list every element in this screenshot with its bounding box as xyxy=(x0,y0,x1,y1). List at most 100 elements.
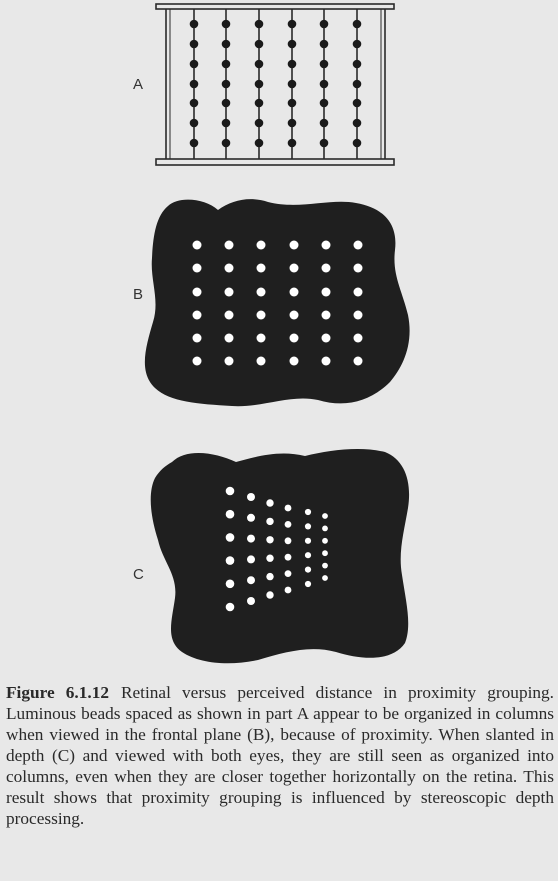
luminous-bead xyxy=(224,287,234,297)
luminous-bead xyxy=(256,310,266,320)
dark-bead xyxy=(189,39,199,49)
luminous-bead xyxy=(192,356,202,366)
luminous-bead xyxy=(225,533,235,542)
luminous-bead xyxy=(256,240,266,250)
luminous-bead xyxy=(322,575,328,581)
luminous-bead xyxy=(256,263,266,273)
panel-c-label: C xyxy=(133,566,144,583)
panel-a-label: A xyxy=(133,76,144,93)
luminous-bead xyxy=(247,513,255,522)
luminous-bead xyxy=(256,287,266,297)
luminous-bead xyxy=(289,263,299,273)
dark-bead xyxy=(254,39,264,49)
luminous-bead xyxy=(247,576,255,585)
dark-bead xyxy=(254,118,264,128)
luminous-bead xyxy=(321,240,331,250)
luminous-bead xyxy=(225,486,235,496)
dark-bead xyxy=(287,39,297,49)
dark-bead xyxy=(319,19,329,29)
luminous-bead xyxy=(322,550,328,557)
dark-bead xyxy=(319,39,329,49)
luminous-bead xyxy=(284,537,292,545)
panel-c-display xyxy=(150,449,410,664)
luminous-bead xyxy=(284,586,292,594)
luminous-bead xyxy=(225,556,235,565)
dark-bead xyxy=(287,19,297,29)
luminous-bead xyxy=(266,554,274,562)
frame-bottom-bar xyxy=(155,158,395,166)
luminous-bead xyxy=(224,333,234,343)
luminous-bead xyxy=(289,356,299,366)
luminous-bead xyxy=(192,310,202,320)
luminous-bead xyxy=(353,310,363,320)
luminous-bead xyxy=(322,525,328,532)
luminous-bead xyxy=(284,521,292,528)
dark-bead xyxy=(254,138,264,148)
luminous-bead xyxy=(266,536,274,544)
dark-bead xyxy=(221,98,231,108)
dark-bead xyxy=(254,19,264,29)
dark-bead xyxy=(319,138,329,148)
luminous-bead xyxy=(192,240,202,250)
dark-bead xyxy=(352,138,362,148)
luminous-bead xyxy=(225,579,235,589)
dark-bead xyxy=(287,59,297,69)
dark-bead xyxy=(189,59,199,69)
luminous-bead xyxy=(304,523,312,530)
luminous-bead xyxy=(247,597,255,605)
luminous-bead xyxy=(256,356,266,366)
luminous-bead xyxy=(266,517,274,526)
luminous-bead xyxy=(192,333,202,343)
dark-bead xyxy=(254,59,264,69)
dark-bead xyxy=(319,79,329,89)
luminous-bead xyxy=(321,356,331,366)
luminous-bead xyxy=(321,263,331,273)
dark-bead xyxy=(287,118,297,128)
panel-b-display xyxy=(144,199,410,407)
luminous-bead xyxy=(247,493,255,501)
luminous-bead xyxy=(247,534,255,543)
dark-bead xyxy=(352,98,362,108)
figure-number: Figure 6.1.12 xyxy=(6,683,109,702)
luminous-bead xyxy=(304,508,312,516)
luminous-bead xyxy=(353,263,363,273)
panel-b-blob xyxy=(144,199,410,407)
dark-bead xyxy=(221,118,231,128)
dark-bead xyxy=(189,79,199,89)
luminous-bead xyxy=(266,591,274,599)
dark-bead xyxy=(352,79,362,89)
luminous-bead xyxy=(284,553,292,561)
caption-text: Retinal versus perceived distance in pro… xyxy=(6,683,554,828)
dark-bead xyxy=(221,138,231,148)
luminous-bead xyxy=(247,555,255,564)
luminous-bead xyxy=(225,509,235,519)
luminous-bead xyxy=(289,333,299,343)
figure-caption: Figure 6.1.12 Retinal versus perceived di… xyxy=(6,682,554,829)
luminous-bead xyxy=(289,310,299,320)
dark-bead xyxy=(189,19,199,29)
dark-bead xyxy=(352,118,362,128)
luminous-bead xyxy=(322,513,328,519)
dark-bead xyxy=(189,138,199,148)
luminous-bead xyxy=(284,504,292,512)
dark-bead xyxy=(352,39,362,49)
dark-bead xyxy=(287,138,297,148)
dark-bead xyxy=(254,79,264,89)
luminous-bead xyxy=(192,263,202,273)
dark-bead xyxy=(319,59,329,69)
luminous-bead xyxy=(224,310,234,320)
luminous-bead xyxy=(322,537,328,544)
dark-bead xyxy=(352,59,362,69)
luminous-bead xyxy=(289,240,299,250)
luminous-bead xyxy=(353,240,363,250)
panel-b-label: B xyxy=(133,286,144,303)
dark-bead xyxy=(221,19,231,29)
dark-bead xyxy=(319,98,329,108)
dark-bead xyxy=(352,19,362,29)
frame-top-bar xyxy=(155,3,395,10)
luminous-bead xyxy=(353,333,363,343)
figure-illustration xyxy=(144,3,410,664)
dark-bead xyxy=(319,118,329,128)
dark-bead xyxy=(221,79,231,89)
luminous-bead xyxy=(256,333,266,343)
